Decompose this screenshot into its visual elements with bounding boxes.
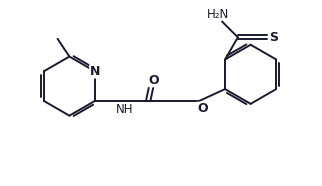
Text: O: O xyxy=(149,74,159,87)
Text: NH: NH xyxy=(116,103,133,116)
Text: H₂N: H₂N xyxy=(207,8,229,21)
Text: O: O xyxy=(197,102,208,115)
Text: N: N xyxy=(90,65,100,78)
Text: S: S xyxy=(269,31,278,44)
